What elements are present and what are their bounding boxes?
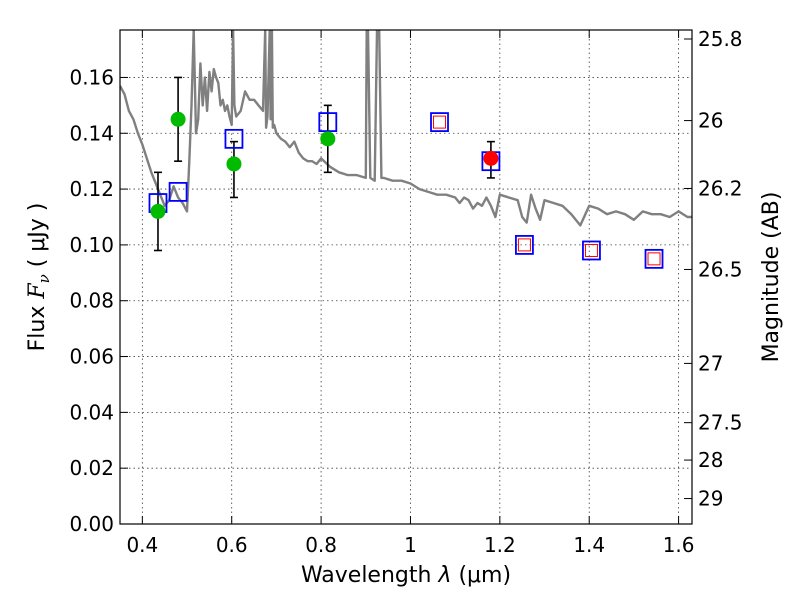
x-tick-label: 1.4 <box>573 533 605 557</box>
plot-frame <box>119 29 693 525</box>
observed-point-green <box>170 111 186 127</box>
y-axis-title-unit: ( μJy ) <box>25 203 50 275</box>
model-photometry-inner-square <box>584 243 598 257</box>
x-axis-title-unit: (μm) <box>451 563 511 588</box>
y2-tick-label: 27 <box>698 351 723 375</box>
series-layer <box>120 30 692 227</box>
y-axis-title-text: Flux <box>25 299 50 352</box>
y2-axis-title: Magnitude (AB) <box>759 192 784 363</box>
y-tick-label: 0.12 <box>69 177 114 201</box>
y-axis-title: Flux Fν ( μJy ) <box>25 203 53 352</box>
model-photometry-square <box>644 248 664 269</box>
y2-tick-label: 26 <box>698 109 723 133</box>
model-photometry-square <box>168 181 188 202</box>
observed-point-green <box>150 203 166 219</box>
observed-point-red <box>483 150 499 166</box>
y-tick-label: 0.16 <box>69 65 114 89</box>
y-tick-label: 0.04 <box>69 400 114 424</box>
model-photometry-square <box>430 112 449 133</box>
x-tick-label: 1.2 <box>484 533 516 557</box>
plot-area <box>120 30 692 227</box>
observed-point-green <box>320 131 336 147</box>
model-photometry-inner-square <box>647 252 661 266</box>
y2-tick-label: 26.5 <box>698 257 743 281</box>
y-tick-label: 0.06 <box>69 345 114 369</box>
model-photometry-square <box>224 128 244 149</box>
y-tick-label: 0.10 <box>69 233 114 257</box>
y-axis-title-symbol: F <box>25 283 50 300</box>
model-photometry-square <box>582 240 601 261</box>
x-tick-label: 1.6 <box>663 533 695 557</box>
spectrum-line <box>120 30 692 227</box>
x-axis: 0.4 0.6 0.8 1 1.2 1.4 1.6 <box>126 30 695 557</box>
y2-tick-label: 25.8 <box>698 27 743 51</box>
y-tick-label: 0.02 <box>69 456 114 480</box>
observed-point-green <box>226 156 242 172</box>
x-axis-title-symbol: λ <box>437 563 451 588</box>
model-photometry-square <box>515 235 534 255</box>
y-tick-label: 0.08 <box>69 289 114 313</box>
x-tick-label: 0.6 <box>216 533 248 557</box>
model-photometry-inner-square <box>517 238 531 252</box>
y-axis-title-sub: ν <box>35 274 53 283</box>
y2-tick-label: 29 <box>698 487 723 511</box>
model-photometry-square <box>318 112 338 133</box>
y2-tick-label: 27.5 <box>698 411 743 435</box>
x-axis-title: Wavelength λ (μm) <box>301 563 511 588</box>
y-tick-label: 0.14 <box>69 121 114 145</box>
x-axis-title-text: Wavelength <box>301 563 439 588</box>
markers-layer <box>148 76 664 269</box>
x-tick-label: 0.4 <box>126 533 158 557</box>
x-tick-label: 1 <box>404 533 417 557</box>
y2-tick-label: 26.2 <box>698 176 743 200</box>
y-axis-right: 25.8 26 26.2 26.5 27 27.5 28 29 <box>684 27 743 511</box>
x-tick-label: 0.8 <box>305 533 337 557</box>
model-photometry-inner-square <box>433 115 447 129</box>
y-tick-label: 0.00 <box>69 512 114 536</box>
y2-tick-label: 28 <box>698 448 723 472</box>
y-axis-left: 0.00 0.02 0.04 0.06 0.08 0.10 0.12 0.14 0.16 <box>69 65 128 536</box>
